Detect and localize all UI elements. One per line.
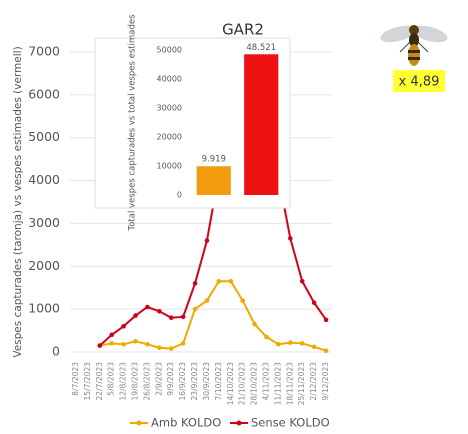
- x-tick-label: 18/11/2023: [285, 362, 294, 405]
- y-tick-label: 2000: [28, 258, 60, 273]
- data-point: [133, 313, 138, 318]
- data-point: [121, 324, 126, 329]
- x-tick-label: 16/9/2023: [178, 362, 187, 401]
- data-label: 48.521: [246, 43, 276, 53]
- data-point: [181, 341, 186, 346]
- y-axis-label: Vespes capturades (taronja) vs vespes es…: [12, 46, 24, 357]
- data-point: [300, 341, 305, 346]
- data-point: [217, 279, 222, 284]
- y-tick-label: 1000: [28, 301, 60, 316]
- data-point: [312, 345, 317, 350]
- y-tick-label: 3000: [28, 215, 60, 230]
- data-point: [97, 343, 102, 348]
- data-point: [312, 300, 317, 305]
- legend-marker: [137, 421, 142, 426]
- annotation: x 4,89: [399, 75, 440, 90]
- data-point: [228, 279, 233, 284]
- data-point: [145, 305, 150, 310]
- legend-label: Sense KOLDO: [251, 416, 330, 430]
- inset-y-tick-label: 0: [177, 191, 182, 200]
- inset-y-axis-label: Total vespes capturades vs total vespes …: [128, 14, 138, 232]
- x-tick-label: 15/7/2023: [83, 362, 92, 401]
- legend-marker: [237, 421, 242, 426]
- data-point: [157, 345, 162, 350]
- legend-label: Amb KOLDO: [151, 416, 221, 430]
- data-point: [193, 307, 198, 312]
- inset-y-tick-label: 10000: [157, 162, 182, 171]
- y-tick-label: 7000: [28, 44, 60, 59]
- data-point: [145, 342, 150, 347]
- bar: [197, 166, 231, 195]
- data-point: [264, 335, 269, 340]
- data-point: [169, 346, 174, 351]
- data-point: [157, 309, 162, 314]
- data-point: [240, 298, 245, 303]
- data-point: [193, 281, 198, 286]
- data-point: [300, 279, 305, 284]
- y-tick-label: 6000: [28, 86, 60, 101]
- x-tick-label: 22/7/2023: [95, 362, 104, 401]
- x-tick-label: 26/8/2023: [142, 362, 151, 401]
- data-point: [181, 315, 186, 320]
- x-tick-label: 25/11/2023: [297, 362, 306, 405]
- inset-y-tick-label: 40000: [157, 75, 182, 84]
- x-tick-label: 9/12/2023: [321, 362, 330, 401]
- x-tick-label: 30/9/2023: [202, 362, 211, 401]
- x-tick-label: 21/10/2023: [238, 362, 247, 405]
- x-tick-label: 7/10/2023: [214, 362, 223, 401]
- data-label: 9.919: [202, 155, 226, 165]
- x-tick-label: 19/8/2023: [131, 362, 140, 401]
- data-point: [109, 333, 114, 338]
- x-tick-label: 5/8/2023: [107, 362, 116, 396]
- x-tick-label: 23/9/2023: [190, 362, 199, 401]
- data-point: [276, 342, 281, 347]
- x-tick-label: 14/10/2023: [226, 362, 235, 405]
- data-point: [169, 315, 174, 320]
- x-tick-label: 2/12/2023: [309, 362, 318, 401]
- x-tick-label: 9/9/2023: [166, 362, 175, 396]
- inset-y-tick-label: 30000: [157, 104, 182, 113]
- y-tick-label: 0: [52, 344, 60, 359]
- data-point: [324, 348, 329, 353]
- x-tick-label: 2/9/2023: [154, 362, 163, 396]
- data-point: [205, 238, 210, 243]
- x-tick-label: 12/8/2023: [119, 362, 128, 401]
- bar: [244, 54, 278, 195]
- data-point: [133, 339, 138, 344]
- x-tick-label: 28/10/2023: [250, 362, 259, 405]
- y-tick-label: 5000: [28, 129, 60, 144]
- data-point: [109, 341, 114, 346]
- x-tick-label: 4/11/2023: [262, 362, 271, 401]
- data-point: [288, 236, 293, 241]
- y-tick-label: 4000: [28, 172, 60, 187]
- chart-title: GAR2: [222, 21, 264, 39]
- data-point: [252, 322, 257, 327]
- chart: GAR2 Vespes capturades (taronja) vs vespe…: [0, 0, 468, 434]
- inset-y-tick-label: 50000: [157, 46, 182, 55]
- x-tick-label: 11/11/2023: [273, 362, 282, 405]
- x-tick-label: 8/7/2023: [71, 362, 80, 396]
- data-point: [288, 340, 293, 345]
- data-point: [121, 342, 126, 347]
- data-point: [205, 298, 210, 303]
- data-point: [324, 318, 329, 323]
- inset-y-tick-label: 20000: [157, 133, 182, 142]
